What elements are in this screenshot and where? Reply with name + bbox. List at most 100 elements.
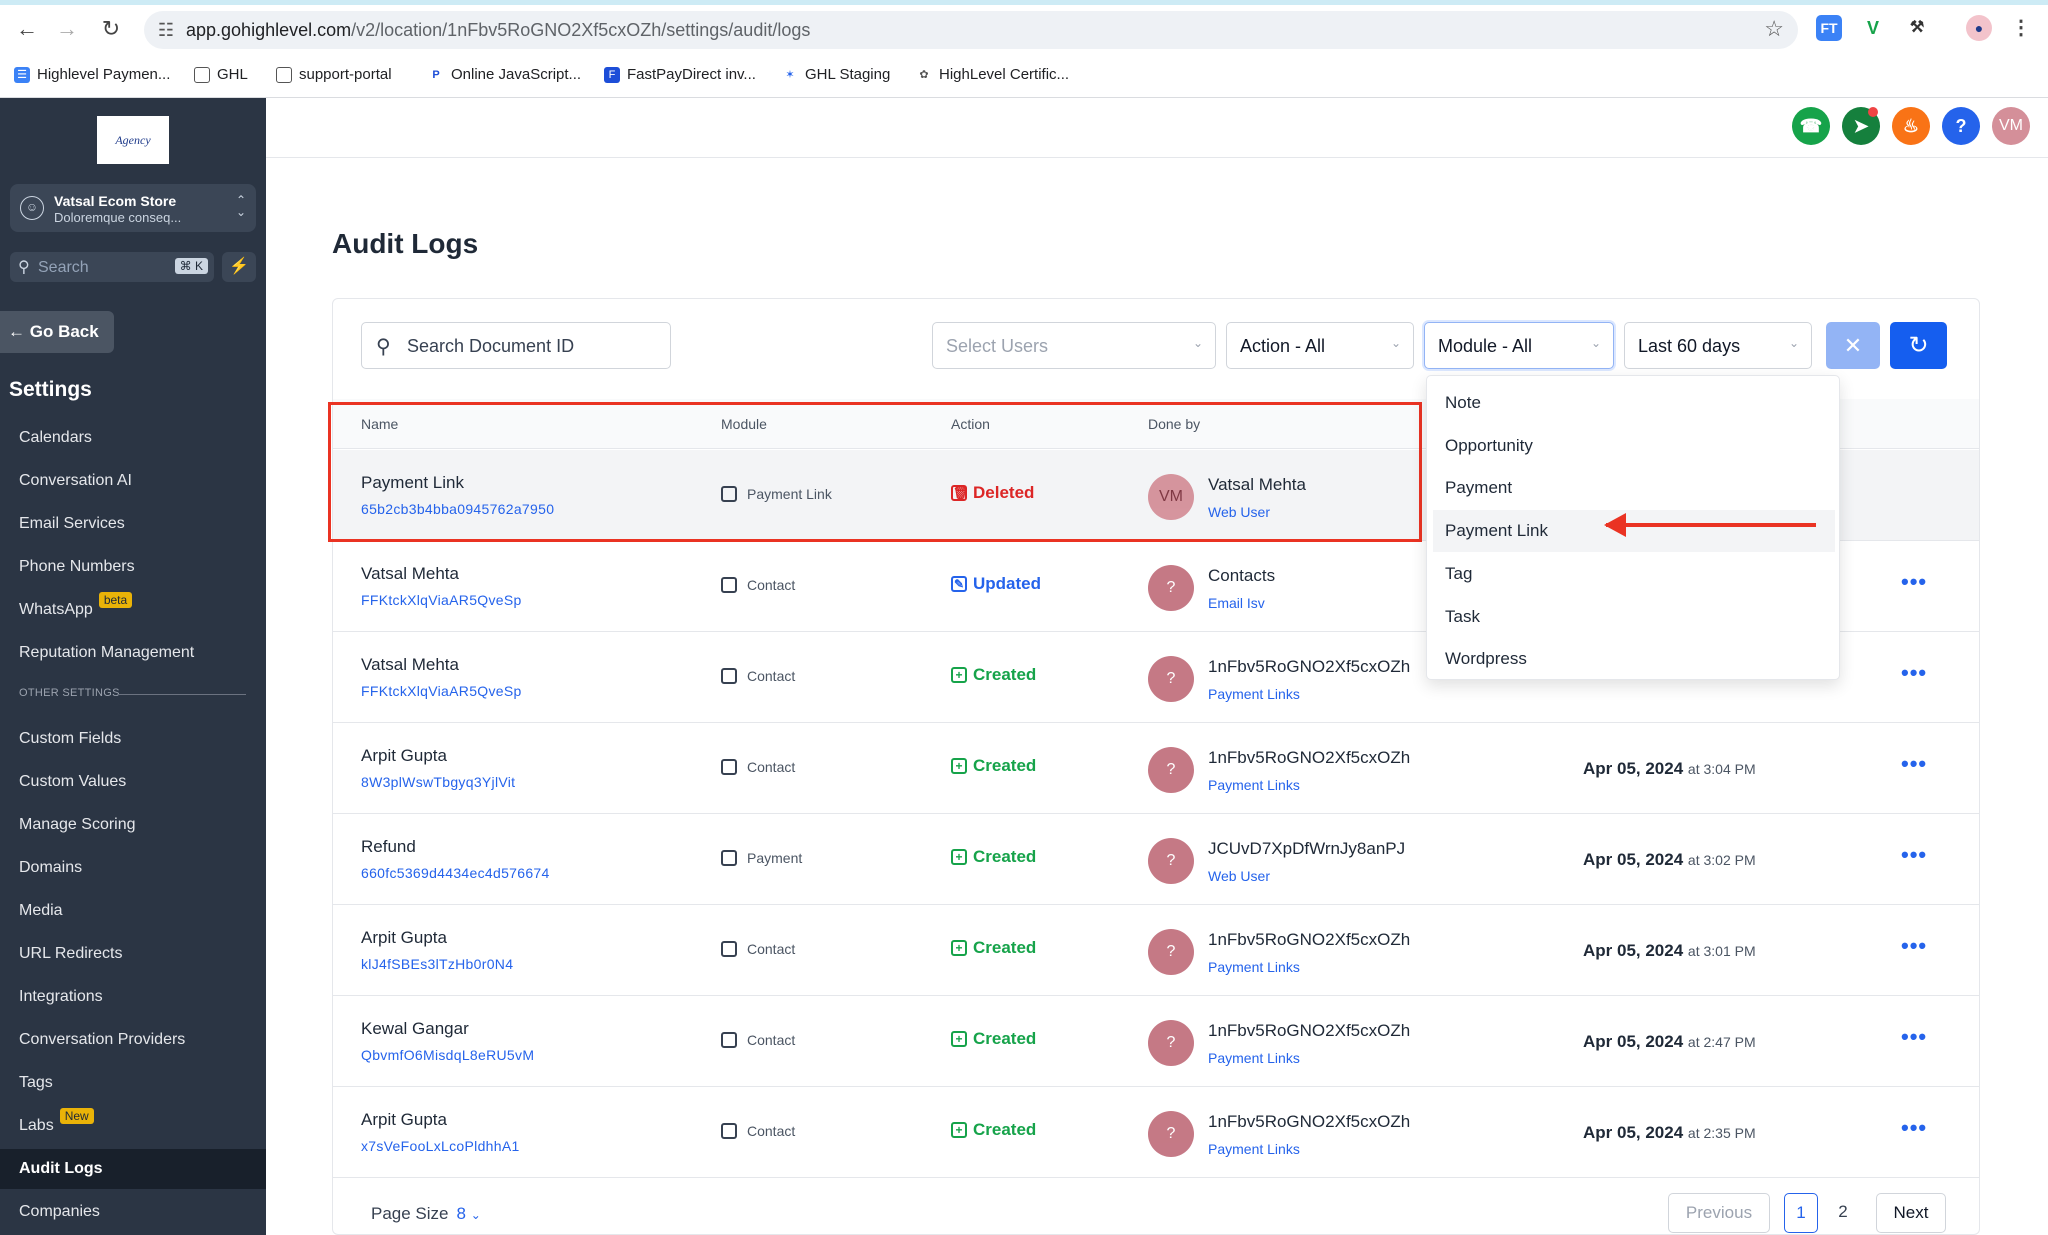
row-more-options-icon[interactable]: ••• <box>1901 933 1928 958</box>
table-row[interactable]: Arpit Gupta x7sVeFooLxLcoPldhhA1 Contact + C… <box>333 1087 1979 1178</box>
module-select[interactable]: Module - All ⌄ <box>1424 322 1614 369</box>
row-document-id[interactable]: FFKtckXlqViaAR5QveSp <box>361 683 522 699</box>
column-header-name[interactable]: Name <box>361 416 399 432</box>
row-more-options-icon[interactable]: ••• <box>1901 569 1928 594</box>
site-settings-icon[interactable]: ☷ <box>157 20 175 40</box>
sidebar-item-conversation-providers[interactable]: Conversation Providers <box>0 1020 266 1060</box>
document-id-search[interactable]: ⚲ Search Document ID <box>361 322 671 369</box>
sidebar-item-tags[interactable]: Tags <box>0 1063 266 1103</box>
sidebar-item-conversation-ai[interactable]: Conversation AI <box>0 461 266 501</box>
sidebar-item-url-redirects[interactable]: URL Redirects <box>0 934 266 974</box>
reload-icon[interactable]: ↻ <box>101 16 121 41</box>
table-row[interactable]: Vatsal Mehta FFKtckXlqViaAR5QveSp Contact +… <box>333 632 1979 723</box>
go-back-button[interactable]: ← Go Back <box>0 311 114 353</box>
sidebar-item-media[interactable]: Media <box>0 891 266 931</box>
row-document-id[interactable]: 660fc5369d4434ec4d576674 <box>361 865 550 881</box>
next-page-button[interactable]: Next <box>1876 1193 1946 1233</box>
forward-arrow-icon[interactable]: → <box>56 16 78 41</box>
module-option-note[interactable]: Note <box>1445 393 1481 412</box>
bookmark-item[interactable]: P Online JavaScript... <box>428 66 581 83</box>
sidebar-item-domains[interactable]: Domains <box>0 848 266 888</box>
ext-ft-icon[interactable]: FT <box>1816 15 1842 41</box>
extensions-puzzle-icon[interactable]: ⚒ <box>1904 15 1930 41</box>
sidebar-item-audit-logs[interactable]: Audit Logs <box>0 1149 266 1189</box>
user-avatar[interactable]: VM <box>1992 107 2030 145</box>
row-more-options-icon[interactable]: ••• <box>1901 1115 1928 1140</box>
clear-filters-button[interactable]: ✕ <box>1826 322 1880 369</box>
profile-owl-icon[interactable]: ● <box>1966 15 1992 41</box>
module-contact-icon <box>721 668 737 684</box>
table-row[interactable]: Arpit Gupta klJ4fSBEs3lTzHb0r0N4 Contact + C… <box>333 905 1979 996</box>
table-row[interactable]: Vatsal Mehta FFKtckXlqViaAR5QveSp Contact ✎… <box>333 541 1979 632</box>
module-option-opportunity[interactable]: Opportunity <box>1445 435 1533 455</box>
page-2-button[interactable]: 2 <box>1826 1193 1860 1233</box>
row-date: Apr 05, 2024 at 2:35 PM <box>1583 1123 1756 1143</box>
ext-vue-icon[interactable]: V <box>1860 15 1886 41</box>
sidebar-item-reputation-management[interactable]: Reputation Management <box>0 633 266 673</box>
sidebar-item-email-services[interactable]: Email Services <box>0 504 266 544</box>
quick-action-bolt-icon[interactable]: ⚡ <box>222 252 256 282</box>
browser-menu-icon[interactable]: ⋮ <box>2008 15 2034 41</box>
column-header-module[interactable]: Module <box>721 416 767 432</box>
sidebar-item-custom-values[interactable]: Custom Values <box>0 762 266 802</box>
row-more-options-icon[interactable]: ••• <box>1901 842 1928 867</box>
refresh-button[interactable]: ↻ <box>1890 322 1947 369</box>
date-range-select[interactable]: Last 60 days ⌄ <box>1624 322 1812 369</box>
module-option-payment[interactable]: Payment <box>1445 478 1513 498</box>
sidebar-item-phone-numbers[interactable]: Phone Numbers <box>0 547 266 587</box>
table-row[interactable]: Refund 660fc5369d4434ec4d576674 Payment + Cr… <box>333 814 1979 905</box>
row-document-id[interactable]: QbvmfO6MisdqL8eRU5vM <box>361 1047 535 1063</box>
row-document-id[interactable]: 65b2cb3b4bba0945762a7950 <box>361 501 555 517</box>
bookmark-item[interactable]: F FastPayDirect inv... <box>604 66 756 83</box>
agency-logo[interactable]: Agency <box>97 116 169 164</box>
help-icon[interactable]: ? <box>1942 107 1980 145</box>
row-more-options-icon[interactable]: ••• <box>1901 660 1928 685</box>
column-header-action[interactable]: Action <box>951 416 990 432</box>
users-select[interactable]: Select Users ⌄ <box>932 322 1216 369</box>
avatar: VM <box>1148 474 1194 520</box>
row-document-id[interactable]: klJ4fSBEs3lTzHb0r0N4 <box>361 956 514 972</box>
back-arrow-icon[interactable]: ← <box>16 16 38 41</box>
bookmark-item[interactable]: ✿ HighLevel Certific... <box>916 66 1069 83</box>
row-document-id[interactable]: FFKtckXlqViaAR5QveSp <box>361 592 522 608</box>
search-shortcut: ⌘ K <box>174 258 208 274</box>
action-updated-icon: ✎ <box>951 576 967 592</box>
row-more-options-icon[interactable]: ••• <box>1901 751 1928 776</box>
module-option-tag[interactable]: Tag <box>1445 563 1473 583</box>
sidebar-item-labs[interactable]: Labs New <box>0 1106 266 1146</box>
avatar: ? <box>1148 747 1194 793</box>
url-host: app.gohighlevel.com <box>186 20 352 40</box>
bookmark-item[interactable]: ☰ Highlevel Paymen... <box>14 66 170 83</box>
row-document-id[interactable]: x7sVeFooLxLcoPldhhA1 <box>361 1138 520 1154</box>
module-option-task[interactable]: Task <box>1445 606 1480 626</box>
location-switcher[interactable]: ☺ Vatsal Ecom Store Doloremque conseq...… <box>10 184 256 232</box>
bookmark-item[interactable]: support-portal <box>276 66 392 83</box>
phone-icon[interactable]: ☎ <box>1792 107 1830 145</box>
sidebar-search[interactable]: ⚲ Search ⌘ K <box>10 252 214 282</box>
sidebar-item-integrations[interactable]: Integrations <box>0 977 266 1017</box>
sidebar-item-companies[interactable]: Companies <box>0 1192 266 1232</box>
sidebar-item-custom-fields[interactable]: Custom Fields <box>0 719 266 759</box>
column-header-done-by[interactable]: Done by <box>1148 416 1201 432</box>
page-size-selector[interactable]: Page Size 8 ⌄ <box>371 1204 481 1224</box>
url-text[interactable]: app.gohighlevel.com/v2/location/1nFbv5Ro… <box>186 20 810 41</box>
sidebar-item-whatsapp[interactable]: WhatsApp beta <box>0 590 266 630</box>
table-row[interactable]: Kewal Gangar QbvmfO6MisdqL8eRU5vM Contact +… <box>333 996 1979 1087</box>
previous-page-button[interactable]: Previous <box>1668 1193 1770 1233</box>
bell-icon[interactable]: ♨ <box>1892 107 1930 145</box>
table-row[interactable]: Arpit Gupta 8W3plWswTbgyq3YjlVit Contact + C… <box>333 723 1979 814</box>
row-document-id[interactable]: 8W3plWswTbgyq3YjlVit <box>361 774 516 790</box>
module-option-payment-link[interactable]: Payment Link <box>1433 510 1835 553</box>
address-bar[interactable]: ☷ app.gohighlevel.com/v2/location/1nFbv5… <box>144 11 1798 49</box>
module-option-wordpress[interactable]: Wordpress <box>1445 649 1527 669</box>
bookmark-star-icon[interactable]: ☆ <box>1764 16 1784 41</box>
sidebar-item-calendars[interactable]: Calendars <box>0 418 266 458</box>
date-range-value: Last 60 days <box>1638 336 1741 356</box>
sidebar-item-manage-scoring[interactable]: Manage Scoring <box>0 805 266 845</box>
megaphone-icon[interactable]: ➤ <box>1842 107 1880 145</box>
action-select[interactable]: Action - All ⌄ <box>1226 322 1414 369</box>
page-1-button[interactable]: 1 <box>1784 1193 1818 1233</box>
bookmark-item[interactable]: GHL <box>194 66 248 83</box>
row-more-options-icon[interactable]: ••• <box>1901 1024 1928 1049</box>
bookmark-item[interactable]: ✶ GHL Staging <box>782 66 890 83</box>
